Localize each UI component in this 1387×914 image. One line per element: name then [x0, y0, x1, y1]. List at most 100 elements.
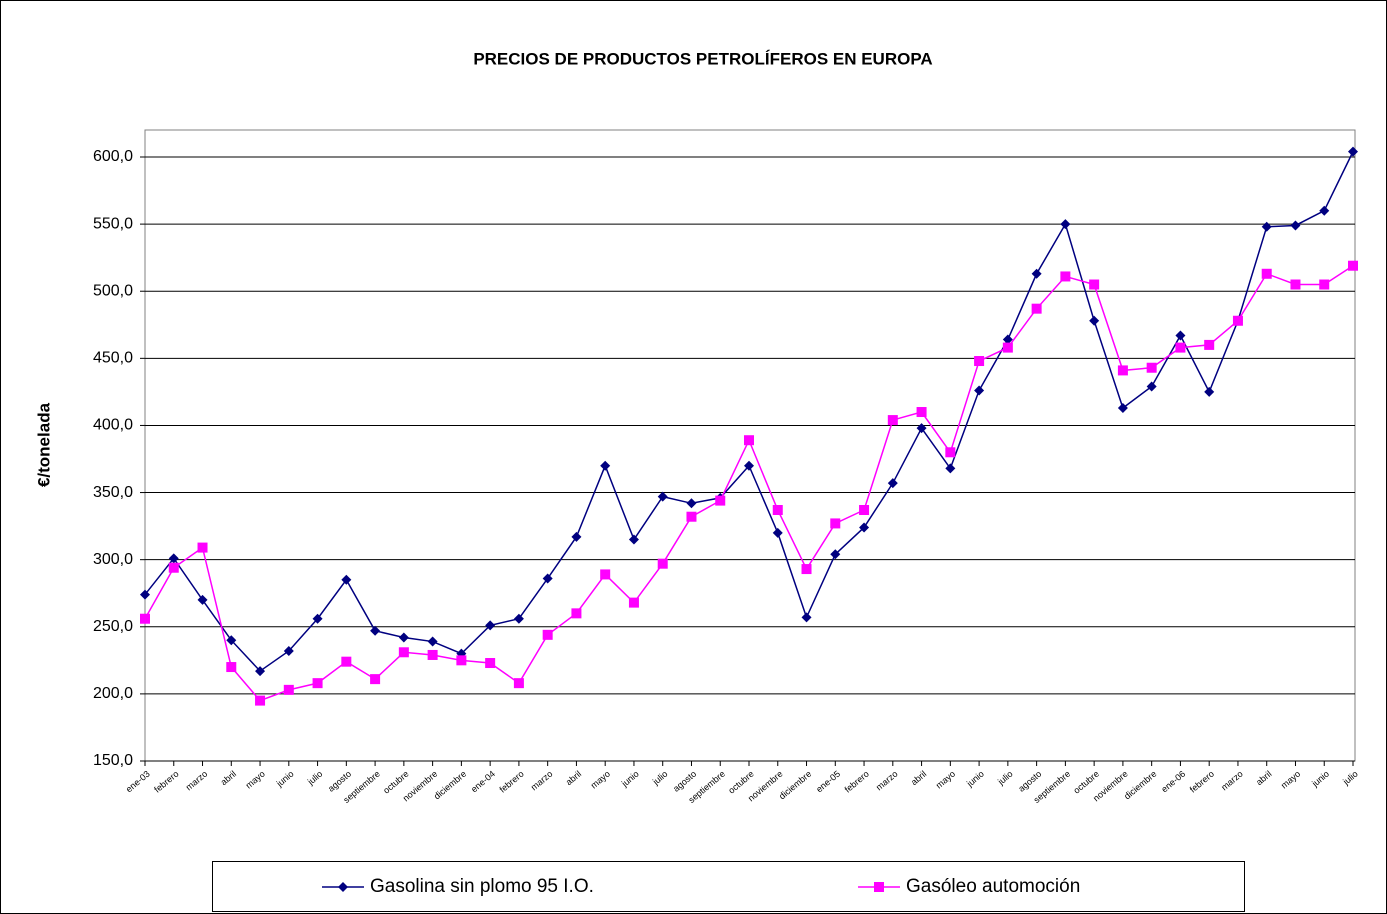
data-point: [542, 629, 553, 640]
data-point: [1089, 279, 1100, 290]
y-tick-label: 350,0: [93, 484, 133, 501]
data-point: [1146, 362, 1157, 373]
data-point: [283, 645, 294, 656]
data-point: [945, 447, 956, 458]
data-point: [830, 549, 841, 560]
data-point: [686, 511, 697, 522]
data-point: [1319, 279, 1330, 290]
legend-marker: [338, 882, 348, 892]
data-point: [456, 655, 467, 666]
data-point: [140, 613, 150, 624]
data-point: [801, 564, 812, 575]
data-point: [600, 460, 611, 471]
data-point: [1290, 220, 1301, 231]
data-point: [974, 356, 985, 367]
data-point: [600, 569, 611, 580]
data-point: [427, 636, 438, 647]
data-point: [571, 531, 582, 542]
data-point: [1031, 268, 1042, 279]
data-point: [715, 495, 726, 506]
data-point: [801, 612, 812, 623]
data-point: [571, 608, 582, 619]
y-tick-label: 200,0: [93, 685, 133, 702]
data-point: [168, 553, 179, 564]
data-point: [1290, 279, 1301, 290]
data-point: [830, 518, 841, 529]
data-point: [744, 435, 754, 446]
data-point: [1175, 330, 1186, 341]
data-point: [1348, 260, 1358, 271]
data-point: [370, 674, 381, 685]
data-point: [226, 635, 237, 646]
data-point: [197, 542, 208, 553]
data-point: [226, 662, 237, 673]
legend-marker: [874, 882, 884, 892]
data-point: [1031, 303, 1042, 314]
data-point: [1175, 342, 1186, 353]
plot-area: [144, 129, 1356, 762]
data-point: [772, 527, 783, 538]
data-point: [513, 678, 524, 689]
data-point: [1232, 315, 1243, 326]
legend-item: Gasóleo automoción: [858, 876, 1080, 897]
data-point: [1060, 271, 1071, 282]
data-point: [1204, 386, 1215, 397]
data-point: [887, 415, 898, 426]
data-point: [1002, 334, 1013, 345]
legend-item: Gasolina sin plomo 95 I.O.: [322, 876, 594, 897]
legend: [212, 861, 1245, 912]
data-point: [686, 498, 697, 509]
y-tick-label: 600,0: [93, 148, 133, 165]
data-point: [916, 407, 927, 418]
y-tick-label: 500,0: [93, 282, 133, 299]
y-tick-label: 450,0: [93, 350, 133, 367]
data-point: [628, 597, 639, 608]
data-point: [1348, 146, 1358, 157]
data-point: [628, 534, 639, 545]
data-point: [370, 625, 381, 636]
data-point: [1089, 315, 1100, 326]
data-point: [1261, 221, 1272, 232]
data-point: [255, 695, 266, 706]
legend-label: Gasóleo automoción: [906, 876, 1080, 897]
data-point: [1117, 365, 1128, 376]
data-point: [485, 658, 496, 669]
data-point: [1146, 381, 1157, 392]
data-point: [513, 613, 524, 624]
data-point: [887, 478, 898, 489]
data-point: [859, 522, 870, 533]
y-tick-label: 400,0: [93, 417, 133, 434]
data-point: [427, 649, 438, 660]
data-point: [312, 678, 323, 689]
data-point: [1204, 339, 1215, 350]
data-point: [945, 463, 956, 474]
data-point: [341, 574, 352, 585]
data-point: [772, 505, 783, 516]
y-tick-label: 250,0: [93, 618, 133, 635]
data-point: [657, 491, 668, 502]
data-point: [398, 647, 409, 658]
y-tick-label: 150,0: [93, 752, 133, 769]
data-point: [657, 558, 668, 569]
y-tick-label: 300,0: [93, 551, 133, 568]
data-point: [1002, 342, 1013, 353]
data-point: [542, 573, 553, 584]
data-point: [1060, 219, 1071, 230]
data-point: [1319, 205, 1330, 216]
legend-label: Gasolina sin plomo 95 I.O.: [370, 876, 594, 897]
y-axis-label: €/tonelada: [34, 402, 53, 487]
data-point: [398, 632, 409, 643]
data-point: [974, 385, 985, 396]
chart-title: PRECIOS DE PRODUCTOS PETROLÍFEROS EN EUR…: [473, 49, 932, 68]
data-point: [341, 656, 352, 667]
data-point: [168, 562, 179, 573]
data-point: [1261, 268, 1272, 279]
y-tick-label: 550,0: [93, 215, 133, 232]
data-point: [140, 589, 150, 600]
data-point: [744, 460, 754, 471]
data-point: [1117, 402, 1128, 413]
data-point: [255, 666, 266, 677]
data-point: [312, 613, 323, 624]
data-point: [916, 423, 927, 434]
